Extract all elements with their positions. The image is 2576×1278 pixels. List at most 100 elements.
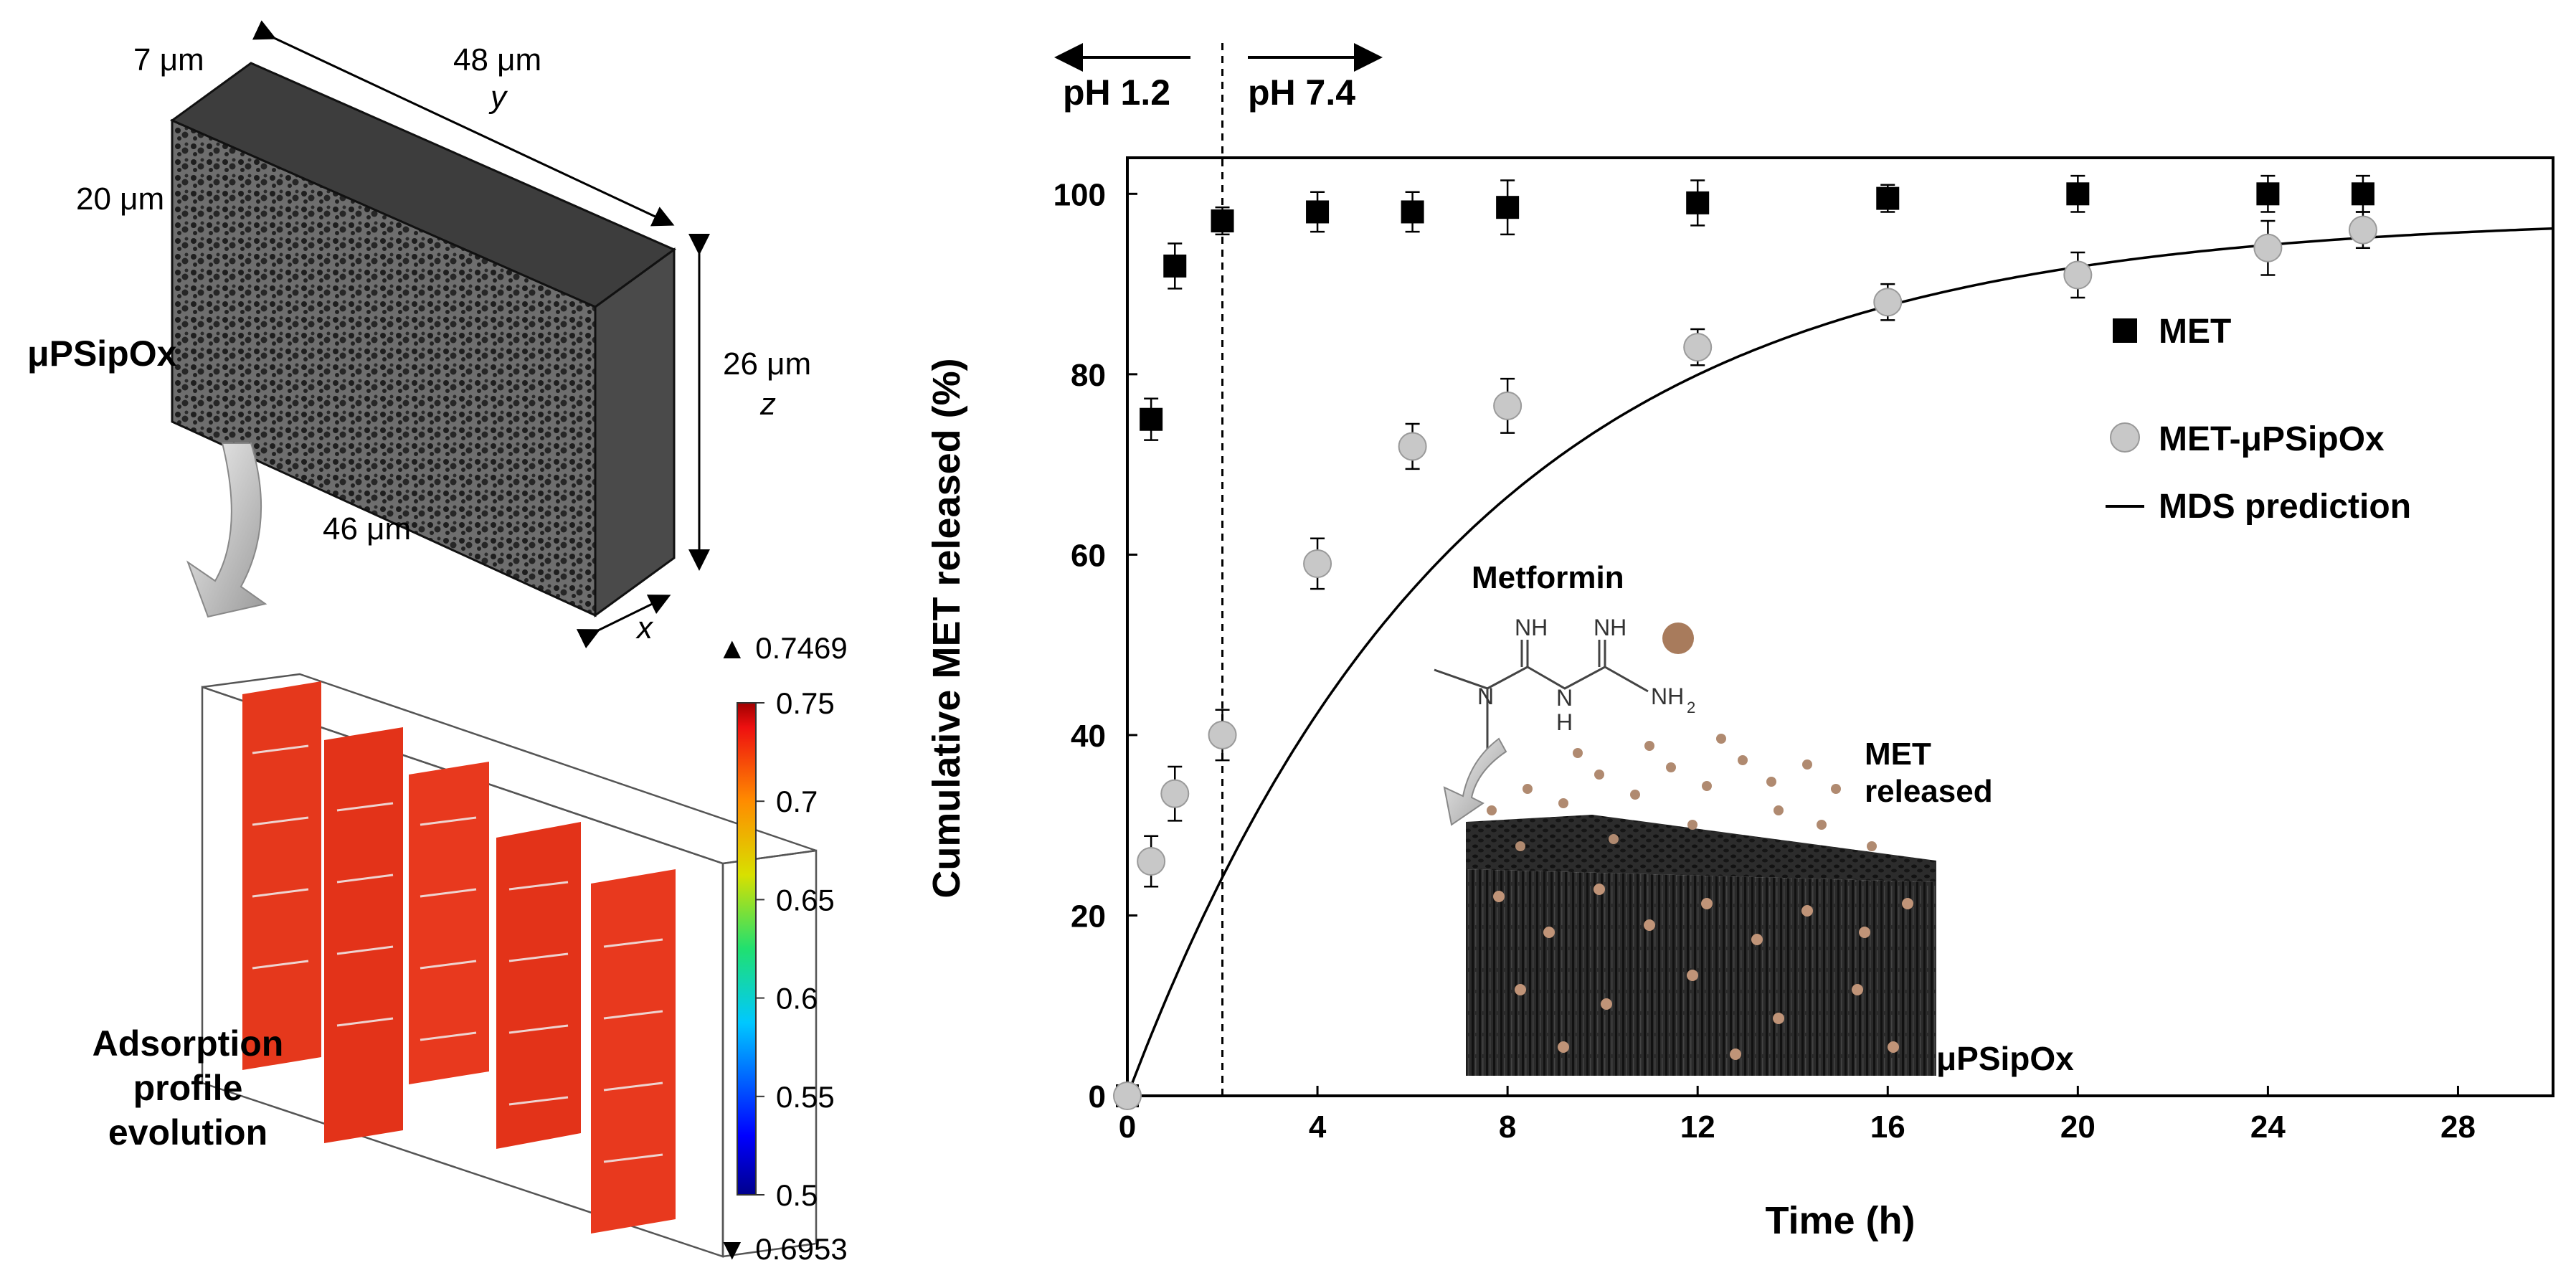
adsorption-profile-plot — [201, 673, 818, 1258]
adsorption-sheet-5 — [591, 869, 676, 1234]
legend-label-mds: MDS prediction — [2159, 488, 2411, 526]
released-particle — [1802, 759, 1812, 770]
adsorbed-particle — [1730, 1049, 1741, 1060]
dim-20um: 20 μm — [76, 181, 164, 217]
ph-acid-label: pH 1.2 — [1063, 72, 1170, 113]
met-point — [1306, 200, 1330, 224]
profile-box-side — [721, 849, 818, 1258]
y-tick-label: 40 — [1071, 719, 1106, 754]
metformin-atoms: NH NH N N H NH 2 — [1477, 615, 1695, 735]
y-tick-label: 20 — [1071, 899, 1106, 934]
released-particle — [1515, 841, 1525, 851]
met-psipox-point — [2253, 233, 2283, 262]
legend: MET MET-μPSipOx MDS prediction — [2106, 313, 2411, 526]
met-psipox-point — [2348, 215, 2377, 245]
slab-material-label: μPSipOx — [27, 333, 177, 374]
released-particle — [1609, 834, 1619, 844]
adsorption-sheet-3 — [409, 762, 489, 1084]
ph-annotations: pH 1.2 pH 7.4 — [1054, 43, 1383, 113]
release-chart: 0 4 8 12 16 20 24 28 0 20 40 60 80 100 Time (h) Cumul… — [925, 43, 2554, 1242]
adsorbed-particle — [1515, 984, 1526, 995]
adsorbed-particle — [1751, 934, 1763, 945]
adsorbed-particle — [1543, 927, 1555, 938]
adsorbed-particle — [1601, 998, 1612, 1010]
released-particle — [1716, 734, 1726, 744]
met-point — [2351, 182, 2374, 206]
met-psipox-point — [1113, 1081, 1142, 1110]
adsorbed-particle — [1888, 1041, 1899, 1053]
adsorption-sheet-2 — [324, 727, 403, 1143]
colorbar-tick-label: 0.6 — [776, 982, 818, 1016]
released-particle — [1573, 748, 1583, 758]
adsorbed-particle — [1859, 927, 1870, 938]
released-particles — [1487, 734, 1913, 1060]
met-point — [1496, 196, 1520, 219]
legend-label-met-psipox: MET-μPSipOx — [2159, 420, 2385, 458]
adsorbed-particle — [1558, 1041, 1569, 1053]
met-point — [1686, 191, 1710, 214]
atom-h-center: H — [1556, 709, 1573, 735]
released-particle — [1594, 770, 1604, 780]
dim-48-arrow — [252, 20, 675, 227]
met-point — [1211, 209, 1234, 233]
axis-x-label: x — [635, 610, 654, 645]
metformin-sphere — [1662, 623, 1694, 654]
released-particle — [1687, 820, 1697, 830]
x-tick-label: 20 — [2060, 1109, 2096, 1145]
dim-46um: 46 μm — [323, 511, 411, 546]
met-point — [1876, 186, 1900, 210]
released-particle — [1817, 820, 1827, 830]
released-particle — [1487, 805, 1497, 815]
released-particle — [1738, 755, 1748, 765]
x-tick-label: 24 — [2250, 1109, 2286, 1145]
colorbar-min-marker: ▼ 0.6953 — [717, 1232, 848, 1266]
x-tick-label: 28 — [2440, 1109, 2476, 1145]
adsorption-sheet-1 — [242, 681, 321, 1070]
x-tick-label: 4 — [1309, 1109, 1327, 1145]
atom-n-center: N — [1556, 685, 1573, 711]
released-particle — [1766, 777, 1776, 787]
colorbar-tick-label: 0.5 — [776, 1178, 818, 1212]
colorbar-tick-label: 0.7 — [776, 785, 818, 818]
dim-48um: 48 μm — [453, 42, 541, 77]
colorbar-tick-label: 0.65 — [776, 883, 835, 917]
y-tick-label: 80 — [1071, 358, 1106, 393]
adsorbed-particle — [1852, 984, 1863, 995]
inset-material-label: μPSipOx — [1936, 1040, 2074, 1077]
dimension-annotations: 7 μm 48 μm y 20 μm 26 μm z 46 μm x μPSip… — [27, 20, 811, 649]
colorbar-max-marker: ▲ 0.7469 — [717, 631, 848, 665]
x-tick-label: 16 — [1870, 1109, 1905, 1145]
ph-neutral-label: pH 7.4 — [1248, 72, 1355, 113]
legend-marker-met-psipox — [2110, 422, 2140, 453]
atom-nh2-subscript: 2 — [1687, 699, 1695, 716]
met-psipox-point — [1493, 391, 1523, 420]
adsorbed-particle — [1701, 898, 1713, 909]
porous-material-top — [1466, 815, 1936, 882]
met-psipox-point — [1873, 288, 1903, 317]
released-particle — [1867, 841, 1877, 851]
adsorbed-particle — [1687, 970, 1698, 981]
met-psipox-point — [1160, 779, 1190, 808]
legend-label-met: MET — [2159, 313, 2231, 351]
adsorbed-particle — [1594, 884, 1605, 895]
released-particle — [1831, 784, 1841, 794]
met-point — [1163, 254, 1187, 278]
porous-material-body — [1466, 869, 1936, 1076]
atom-n-left: N — [1477, 683, 1494, 709]
inset-illustration: Metformin NH NH N N H NH 2 — [1434, 560, 2074, 1077]
y-axis-label: Cumulative MET released (%) — [925, 358, 968, 898]
met-point — [1401, 200, 1424, 224]
met-psipox-point — [2063, 260, 2093, 290]
inset-released-line-1: MET — [1865, 737, 1931, 772]
plot-frame — [1126, 156, 2554, 1097]
colorbar: ▲ 0.7469 0.75 0.7 0.65 0.6 0.55 0.5 ▼ 0.6953 — [717, 631, 848, 1266]
atom-nh-left: NH — [1515, 615, 1548, 640]
y-tick-label: 60 — [1071, 538, 1106, 573]
x-tick-label: 0 — [1119, 1109, 1136, 1145]
adsorbed-particle — [1493, 891, 1505, 902]
met-psipox-point — [1683, 333, 1713, 362]
met-point — [1140, 407, 1163, 431]
released-particle — [1702, 781, 1712, 791]
colorbar-tick-label: 0.75 — [776, 686, 835, 720]
